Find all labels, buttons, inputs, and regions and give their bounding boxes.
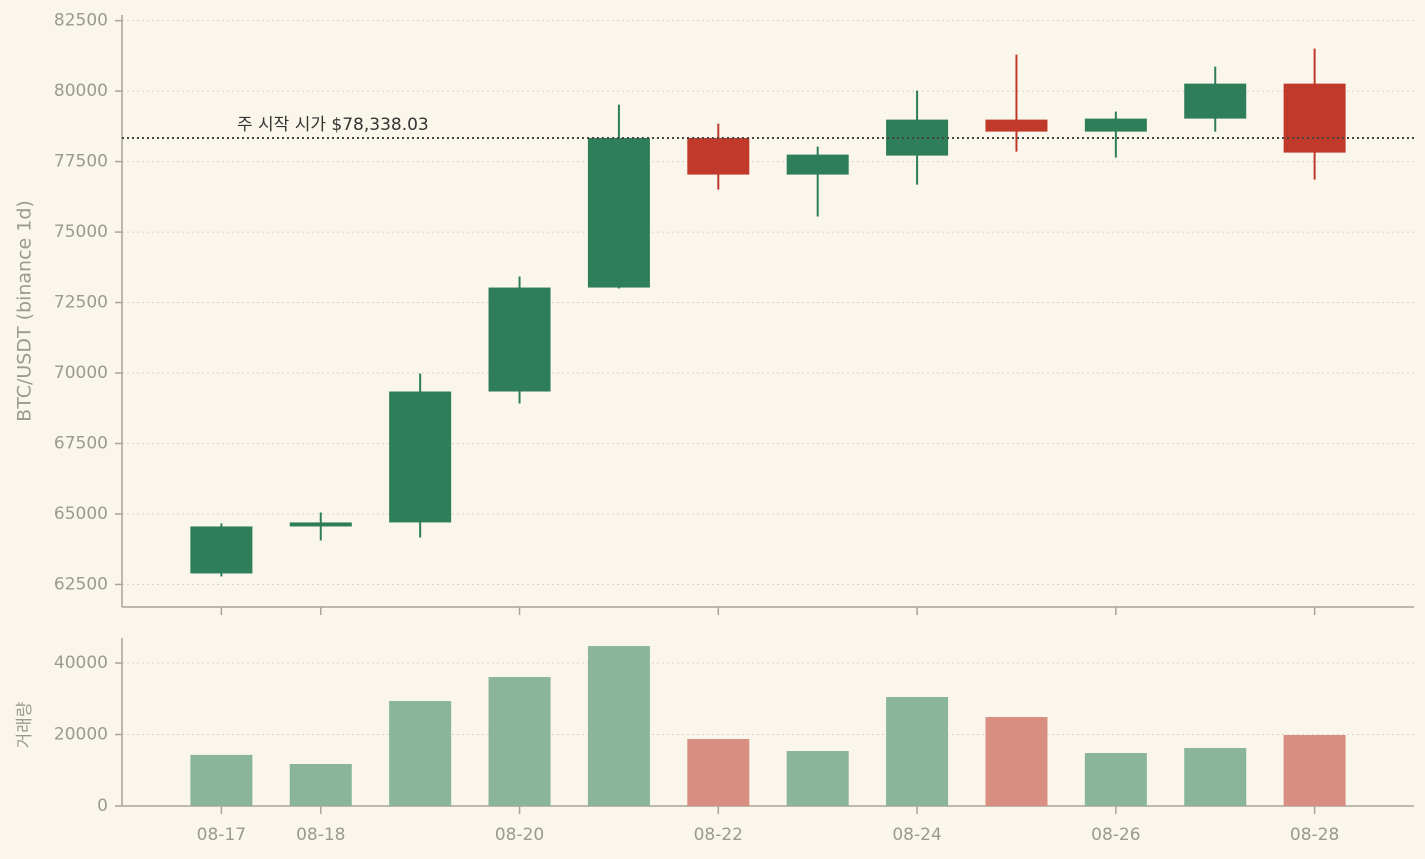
volume-bar (389, 701, 452, 806)
y-axis-title: BTC/USDT (binance 1d) (14, 200, 36, 422)
volume-bar (985, 717, 1048, 806)
x-tick-label: 08-17 (197, 825, 246, 845)
y-axis-title: 거래량 (15, 701, 35, 748)
volume-bar (1283, 735, 1346, 806)
y-tick-label: 77500 (54, 152, 108, 172)
y-tick-label: 70000 (54, 363, 108, 383)
candle-body (1184, 83, 1247, 119)
volume-bar (1084, 753, 1147, 806)
volume-bar (687, 739, 750, 806)
y-tick-label: 75000 (54, 222, 108, 242)
y-tick-label: 80000 (54, 81, 108, 101)
y-tick-label: 0 (97, 796, 108, 816)
y-tick-label: 82500 (54, 11, 108, 31)
y-tick-label: 67500 (54, 433, 108, 453)
x-tick-label: 08-22 (694, 825, 743, 845)
y-tick-label: 40000 (54, 653, 108, 673)
annotation: 주 시작 시가 $78,338.03 (237, 115, 429, 135)
x-tick-label: 08-18 (296, 825, 345, 845)
volume-bar (786, 751, 849, 806)
candle-body (190, 526, 253, 574)
candle-body (985, 119, 1048, 132)
volume-bar (1184, 748, 1247, 806)
y-tick-label: 65000 (54, 504, 108, 524)
candle-body (1084, 118, 1147, 132)
y-tick-label: 72500 (54, 293, 108, 313)
y-tick-label: 20000 (54, 725, 108, 745)
candle-body (587, 137, 650, 288)
candle-body (1283, 83, 1346, 153)
x-tick-label: 08-20 (495, 825, 544, 845)
volume-bar (886, 697, 949, 806)
volume-bar (190, 754, 253, 806)
candle-body (687, 137, 750, 175)
x-tick-label: 08-24 (892, 825, 941, 845)
candle-body (488, 287, 551, 392)
volume-bar (488, 677, 551, 806)
candle-body (786, 154, 849, 175)
candle-body (389, 391, 452, 523)
y-tick-label: 62500 (54, 574, 108, 594)
x-tick-label: 08-26 (1091, 825, 1140, 845)
candle-body (289, 522, 352, 527)
volume-bar (289, 764, 352, 806)
volume-bar (587, 646, 650, 806)
x-tick-label: 08-28 (1290, 825, 1339, 845)
